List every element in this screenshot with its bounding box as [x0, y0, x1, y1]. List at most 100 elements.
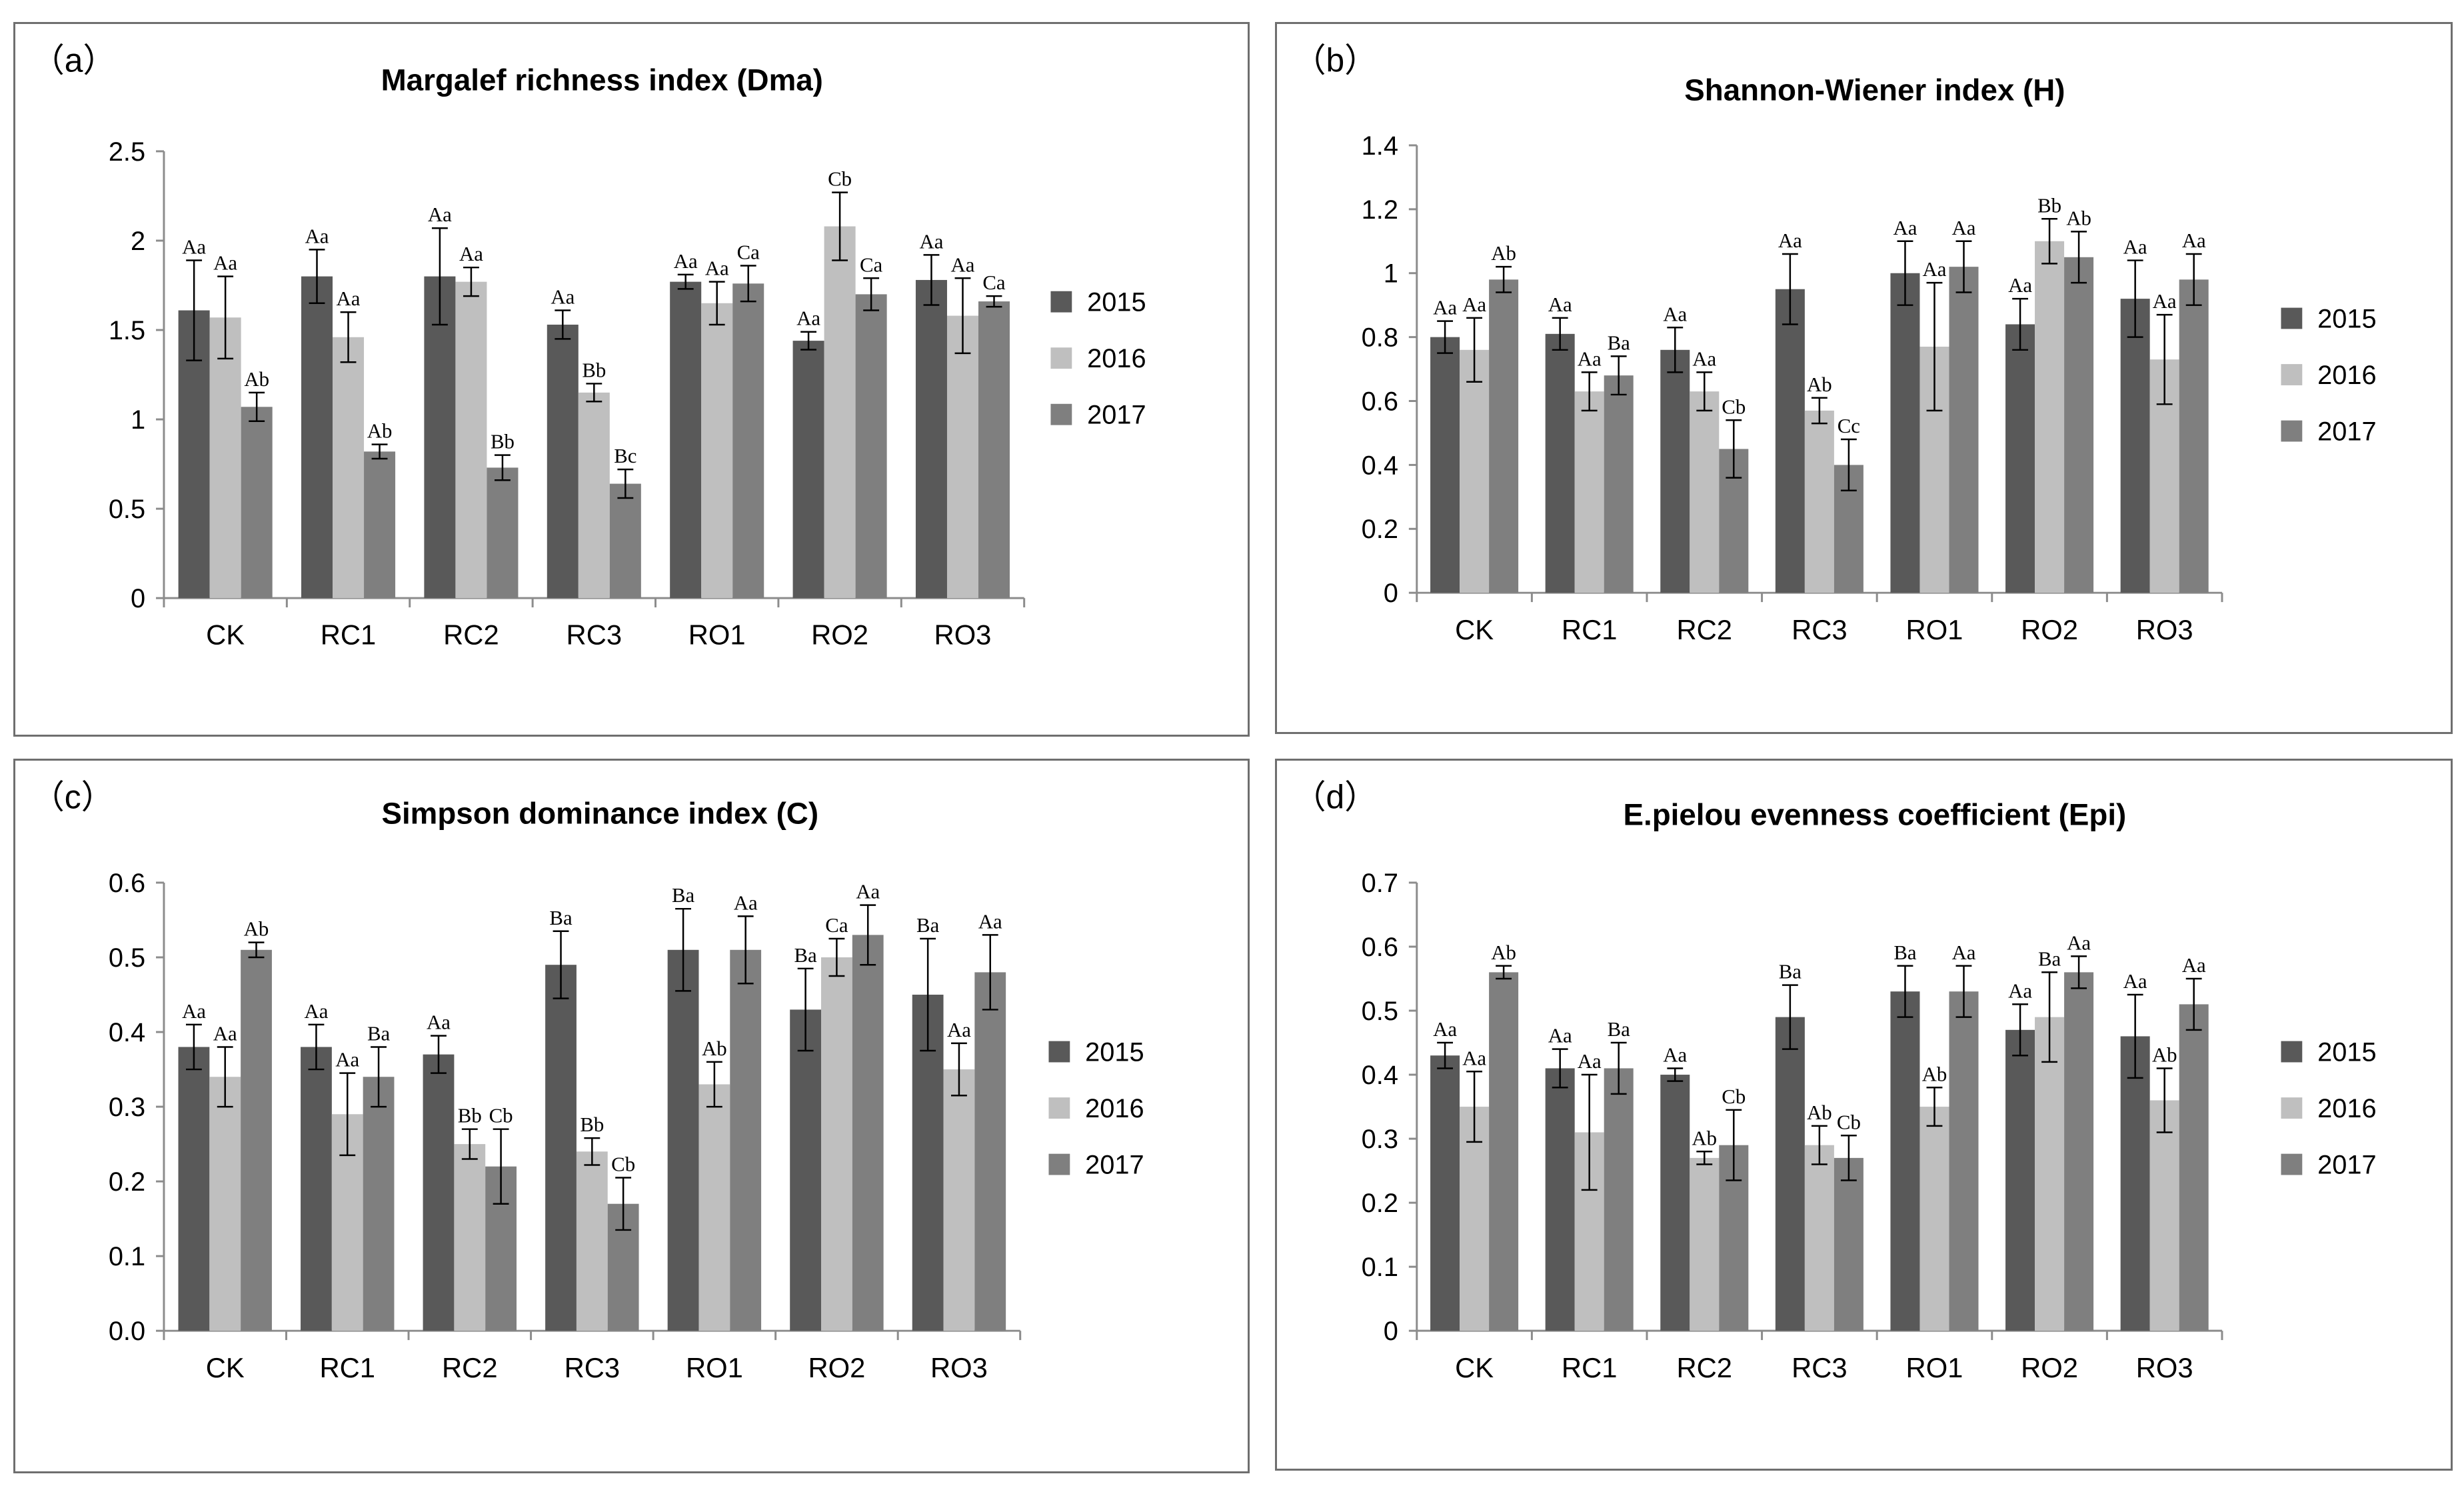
chart-d-y-tick-label: 0.6	[1362, 933, 1398, 962]
chart-a-bar-2016	[209, 317, 241, 599]
chart-b-significance-label: Aa	[2182, 229, 2206, 252]
chart-d-y-tick-label: 0	[1384, 1317, 1398, 1346]
chart-d-category-label: RC1	[1562, 1352, 1618, 1383]
chart-d-y-tick-label: 0.2	[1362, 1189, 1398, 1218]
chart-b-significance-label: Bb	[2037, 194, 2061, 217]
chart-c-bar-2016	[576, 1151, 608, 1331]
chart-b-legend-swatch-2017	[2281, 420, 2303, 442]
chart-a-significance-label: Aa	[551, 286, 575, 309]
chart-b-bar-2015	[1660, 349, 1690, 593]
chart-d-category-label: RO3	[2136, 1352, 2193, 1383]
chart-a-bar-2016	[578, 392, 610, 599]
chart-c-y-tick-label: 0.3	[109, 1093, 145, 1122]
chart-b-bar-2017	[1949, 267, 1979, 593]
chart-c-bar-2015	[545, 965, 577, 1331]
chart-a-bar-2016	[333, 337, 365, 599]
chart-a-significance-label: Aa	[796, 307, 820, 330]
chart-c-category-label: RO1	[686, 1352, 743, 1383]
chart-d-bar-2017	[1489, 972, 1519, 1331]
chart-a-significance-label: Bb	[582, 359, 606, 381]
chart-b-significance-label: Aa	[2008, 274, 2032, 297]
chart-a-y-tick-label: 0	[131, 584, 145, 613]
chart-c-title: Simpson dominance index (C)	[381, 796, 818, 830]
chart-c-significance-label: Aa	[856, 881, 880, 903]
chart-c-bar-2017	[974, 972, 1006, 1331]
chart-b-significance-label: Ab	[2066, 207, 2091, 229]
chart-a-significance-label: Ab	[244, 368, 269, 391]
chart-d-svg: （d） E.pielou evenness coefficient (Epi) 0 0…	[1293, 779, 2377, 1383]
chart-c-panel-label: （c）	[31, 779, 114, 816]
chart-d-legend-swatch-2015	[2281, 1041, 2303, 1063]
chart-d-significance-label: Aa	[1462, 1047, 1486, 1069]
chart-a-legend-swatch-2015	[1050, 291, 1072, 313]
chart-d-category-label: RC3	[1792, 1352, 1848, 1383]
chart-d-bar-2016	[1460, 1107, 1490, 1331]
chart-c-legend-label-2017: 2017	[1085, 1151, 1144, 1180]
chart-b-y-tick-label: 0.2	[1362, 515, 1398, 544]
chart-b-bar-2015	[1775, 289, 1805, 593]
chart-c-category-label: RC3	[565, 1352, 620, 1383]
chart-d-legend-label-2017: 2017	[2317, 1151, 2376, 1180]
chart-a-bar-2016	[455, 281, 487, 599]
chart-d-bar-2016	[1690, 1157, 1720, 1331]
chart-a-bar-2015	[301, 276, 333, 599]
chart-a-y-tick-label: 2.5	[109, 137, 145, 167]
chart-b-bar-2017	[2064, 257, 2094, 593]
chart-b-significance-label: Aa	[1663, 303, 1687, 325]
chart-d-legend-label-2015: 2015	[2317, 1037, 2376, 1067]
chart-c-significance-label: Ab	[244, 918, 269, 941]
chart-b-bar-2015	[1430, 337, 1460, 593]
chart-d-significance-label: Ab	[1922, 1063, 1947, 1085]
chart-a-bar-2016	[824, 226, 856, 599]
chart-b-significance-label: Aa	[1692, 347, 1716, 370]
chart-c-significance-label: Aa	[335, 1049, 359, 1071]
chart-d-legend-swatch-2016	[2281, 1097, 2303, 1119]
chart-d-y-tick-label: 0.3	[1362, 1125, 1398, 1154]
chart-a-significance-label: Cb	[828, 168, 852, 191]
chart-c-bar-2016	[698, 1084, 730, 1331]
chart-c-significance-label: Aa	[947, 1019, 971, 1041]
chart-c-significance-label: Aa	[304, 1000, 328, 1023]
chart-b-significance-label: Aa	[1778, 229, 1802, 252]
chart-b-bar-2016	[1460, 349, 1490, 593]
chart-c-significance-label: Ca	[825, 914, 848, 937]
chart-d-bar-2016	[1919, 1107, 1949, 1331]
chart-panel-b: （b） Shannon-Wiener index (H) 0 0.2 0.4 0.6 0.8…	[1275, 22, 2453, 734]
chart-b-y-tick-label: 0.8	[1362, 323, 1398, 353]
chart-d-panel-label: （d）	[1293, 779, 1378, 816]
chart-d-significance-label: Ba	[2038, 947, 2061, 970]
chart-a-category-label: RO1	[688, 619, 746, 651]
chart-d-significance-label: Aa	[2182, 954, 2206, 977]
chart-a-significance-label: Aa	[305, 225, 329, 247]
chart-d-bar-2015	[1545, 1068, 1575, 1331]
chart-b-significance-label: Aa	[1462, 293, 1486, 316]
chart-d-category-label: CK	[1455, 1352, 1494, 1383]
chart-a-category-label: RO3	[934, 619, 992, 651]
chart-b-y-tick-label: 0	[1384, 579, 1398, 608]
chart-a-significance-label: Aa	[951, 253, 975, 276]
chart-b-category-label: RO3	[2136, 614, 2193, 645]
chart-a-y-tick-label: 0.5	[109, 495, 145, 524]
chart-b-legend-swatch-2016	[2281, 364, 2303, 385]
chart-d-significance-label: Aa	[1663, 1044, 1687, 1067]
chart-b-bar-2017	[2179, 279, 2209, 593]
chart-d-significance-label: Ab	[2152, 1044, 2177, 1067]
chart-c-bar-2017	[730, 949, 762, 1331]
chart-b-bar-2017	[1489, 279, 1519, 593]
chart-b-bar-2015	[1890, 273, 1920, 593]
chart-b-significance-label: Aa	[1433, 297, 1457, 319]
chart-d-category-label: RO2	[2021, 1352, 2078, 1383]
chart-a-y-tick-label: 1	[131, 405, 145, 435]
chart-d-significance-label: Aa	[1952, 941, 1976, 964]
chart-d-bar-2016	[2149, 1100, 2179, 1331]
chart-b-significance-label: Ba	[1608, 331, 1631, 354]
chart-b-title: Shannon-Wiener index (H)	[1684, 73, 2065, 107]
chart-c-bar-2015	[178, 1047, 210, 1331]
chart-c-bar-2017	[241, 949, 272, 1331]
chart-b-category-label: RC1	[1562, 614, 1618, 645]
chart-c-y-tick-label: 0.6	[109, 869, 145, 898]
chart-b-legend-label-2016: 2016	[2317, 361, 2376, 390]
chart-c-significance-label: Bb	[458, 1105, 482, 1127]
chart-d-significance-label: Ba	[1893, 941, 1917, 964]
chart-c-legend-swatch-2015	[1048, 1041, 1070, 1063]
